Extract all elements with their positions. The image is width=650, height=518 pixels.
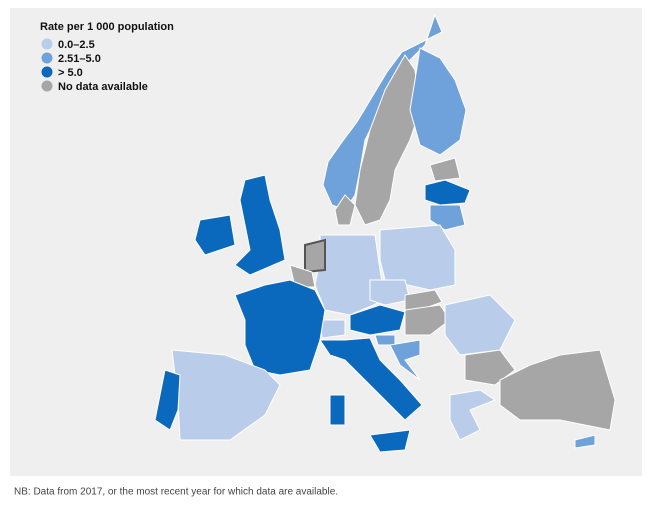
legend-swatch (41, 80, 53, 92)
legend-title: Rate per 1 000 population (40, 21, 174, 33)
legend-label: 0.0–2.5 (58, 39, 95, 51)
hungary (404, 304, 451, 336)
czechia (369, 279, 411, 306)
legend-swatch (41, 38, 53, 50)
france (234, 279, 326, 376)
sardinia (329, 394, 346, 426)
ireland (194, 214, 236, 256)
croatia (389, 339, 421, 381)
slovenia (374, 334, 396, 346)
belgium (289, 264, 316, 288)
estonia (429, 157, 461, 182)
united-kingdom (234, 174, 286, 276)
portugal (154, 369, 181, 431)
turkey (499, 349, 616, 431)
countries (154, 13, 616, 453)
legend-label: > 5.0 (58, 67, 83, 79)
legend: 0.0–2.5 2.51–5.0 > 5.0 No data available (41, 38, 148, 93)
sicily (369, 429, 411, 453)
poland (379, 224, 456, 291)
footnote: NB: Data from 2017, or the most recent y… (14, 487, 338, 498)
lithuania (429, 204, 466, 231)
denmark (334, 194, 356, 226)
greece (449, 389, 497, 441)
cyprus (574, 434, 596, 449)
austria (349, 304, 406, 336)
latvia (424, 179, 471, 206)
legend-label: 2.51–5.0 (58, 53, 101, 65)
legend-swatch (41, 66, 53, 78)
netherlands (304, 238, 326, 274)
legend-swatch (41, 52, 53, 64)
italy (319, 337, 423, 421)
legend-label: No data available (58, 81, 148, 93)
spain (171, 349, 281, 441)
finland (409, 47, 467, 156)
switzerland (319, 319, 346, 339)
